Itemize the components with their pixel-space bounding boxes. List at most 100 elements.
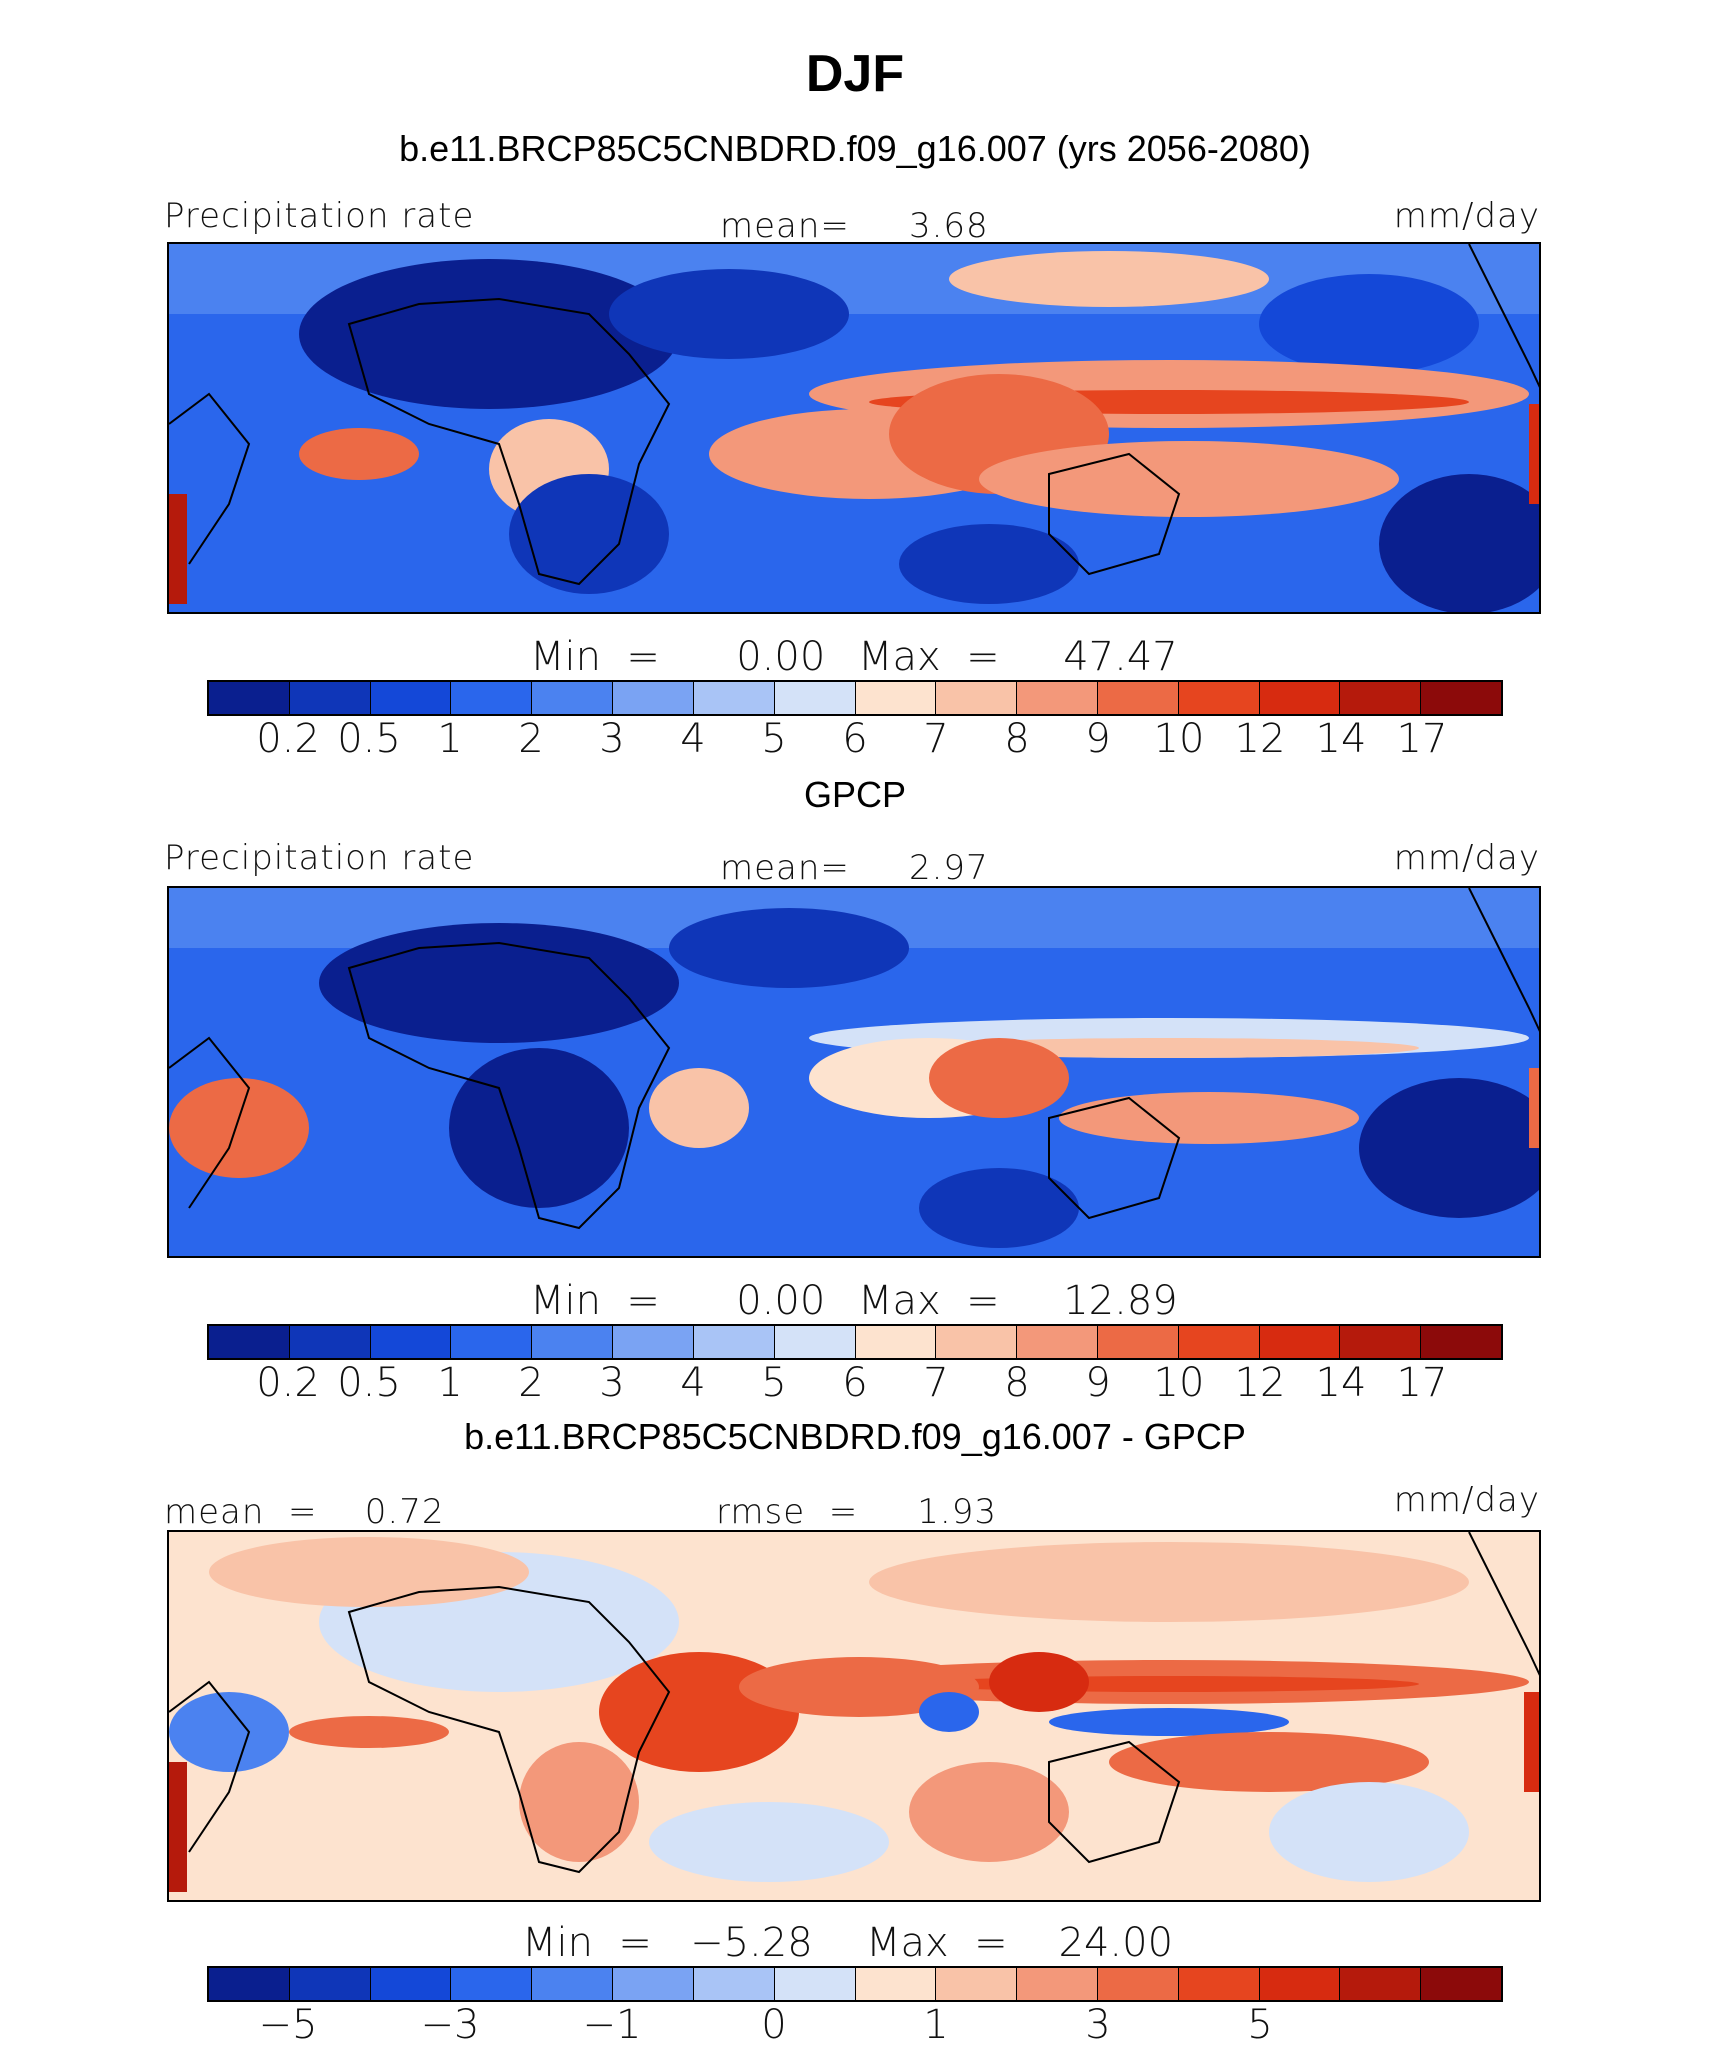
panel-2-colorbar-bin (1259, 1326, 1341, 1358)
panel-3-colorbar-bin (936, 1968, 1018, 2000)
panel-3-colorbar-bin (1097, 1968, 1179, 2000)
panel-1-colorbar-tick-label: 14 (1315, 716, 1367, 762)
panel-3-colorbar-bin (1421, 1968, 1501, 2000)
panel-1-variable-label: Precipitation rate (164, 196, 475, 236)
panel-2-colorbar-bin (936, 1326, 1018, 1358)
panel-3-colorbar (207, 1966, 1503, 2002)
panel-3-subtitle: b.e11.BRCP85C5CNBDRD.f09_g16.007 - GPCP (464, 1416, 1246, 1457)
panel-3-colorbar-bin (1259, 1968, 1341, 2000)
panel-1-colorbar-tick-label: 0.2 (256, 716, 320, 762)
panel-1-colorbar-bin (209, 682, 290, 714)
panel-3-colorbar-bin (289, 1968, 371, 2000)
panel-3-colorbar-ticks: −5 −3 −1 0 1 3 5 (0, 2002, 1710, 2050)
panel-3-colorbar-bin (613, 1968, 694, 2000)
panel-3-colorbar-bin (1017, 1968, 1098, 2000)
panel-2-colorbar (207, 1324, 1503, 1360)
panel-1-colorbar-tick-label: 6 (842, 716, 868, 762)
panel-2-colorbar-tick-label: 6 (842, 1360, 868, 1406)
panel-1-colorbar-tick-label: 8 (1004, 716, 1030, 762)
panel-3-colorbar-bin (693, 1968, 775, 2000)
panel-1-colorbar-tick-label: 3 (599, 716, 625, 762)
panel-3-colorbar-bin (370, 1968, 452, 2000)
panel-3-rmse-label: rmse = 1.93 (716, 1492, 997, 1532)
panel-1-colorbar-bin (774, 682, 856, 714)
panel-2-colorbar-bin (1421, 1326, 1501, 1358)
panel-2-colorbar-ticks: 0.2 0.5 1 2 3 4 5 6 7 8 9 10 12 14 17 (0, 1360, 1710, 1408)
panel-2-colorbar-bin (209, 1326, 290, 1358)
panel-2-colorbar-tick-label: 7 (923, 1360, 949, 1406)
panel-2-colorbar-bin (1340, 1326, 1422, 1358)
panel-2-colorbar-tick-label: 5 (761, 1360, 787, 1406)
panel-3-colorbar-bin (774, 1968, 856, 2000)
panel-1-colorbar-tick-label: 2 (518, 716, 544, 762)
panel-3-colorbar-tick-label: −5 (258, 2002, 318, 2048)
panel-1-colorbar-bin (532, 682, 614, 714)
panel-2-map (167, 886, 1541, 1258)
panel-1-colorbar-bin (1178, 682, 1260, 714)
panel-1-colorbar-bin (370, 682, 452, 714)
panel-1-colorbar-bin (289, 682, 371, 714)
panel-1-colorbar-bin (1421, 682, 1501, 714)
panel-2-colorbar-tick-label: 0.2 (256, 1360, 320, 1406)
panel-2-colorbar-tick-label: 10 (1153, 1360, 1205, 1406)
panel-3-colorbar-bin (209, 1968, 290, 2000)
panel-2-colorbar-bin (693, 1326, 775, 1358)
panel-1-colorbar-tick-label: 0.5 (337, 716, 401, 762)
panel-2-colorbar-bin (451, 1326, 533, 1358)
panel-3-mean-label: mean = 0.72 (164, 1492, 445, 1532)
panel-1-min-label: Min = 0.00 (530, 634, 826, 680)
panel-2-colorbar-bin (613, 1326, 694, 1358)
panel-3-colorbar-tick-label: 1 (923, 2002, 949, 2048)
panel-2-colorbar-tick-label: 17 (1396, 1360, 1448, 1406)
panel-3-colorbar-bin (855, 1968, 937, 2000)
panel-3-min-label: Min = −5.28 (522, 1920, 813, 1966)
panel-3-colorbar-tick-label: 0 (761, 2002, 787, 2048)
panel-2-colorbar-tick-label: 0.5 (337, 1360, 401, 1406)
panel-2-colorbar-tick-label: 2 (518, 1360, 544, 1406)
panel-3-map (167, 1530, 1541, 1902)
panel-2-colorbar-tick-label: 3 (599, 1360, 625, 1406)
panel-2-max-label: Max = 12.89 (858, 1278, 1178, 1324)
panel-1-colorbar-tick-label: 5 (761, 716, 787, 762)
panel-3-colorbar-tick-label: −3 (420, 2002, 480, 2048)
panel-2-colorbar-bin (855, 1326, 937, 1358)
panel-1-colorbar-ticks: 0.2 0.5 1 2 3 4 5 6 7 8 9 10 12 14 17 (0, 716, 1710, 764)
panel-1-colorbar-tick-label: 10 (1153, 716, 1205, 762)
panel-1-colorbar-bin (451, 682, 533, 714)
panel-1-colorbar-tick-label: 17 (1396, 716, 1448, 762)
panel-1-dry-sahara (299, 259, 679, 409)
panel-1-max-label: Max = 47.47 (858, 634, 1178, 680)
panel-2-colorbar-tick-label: 12 (1234, 1360, 1286, 1406)
panel-1-units-label: mm/day (1393, 196, 1540, 236)
panel-2-colorbar-bin (774, 1326, 856, 1358)
panel-1-mean-label: mean= 3.68 (720, 206, 989, 246)
panel-3-colorbar-bin (1340, 1968, 1422, 2000)
panel-1-subtitle: b.e11.BRCP85C5CNBDRD.f09_g16.007 (yrs 20… (399, 128, 1311, 169)
panel-1-colorbar-bin (1097, 682, 1179, 714)
panel-1-colorbar-tick-label: 1 (437, 716, 463, 762)
panel-1-colorbar-bin (613, 682, 694, 714)
panel-1-map (167, 242, 1541, 614)
panel-1-colorbar-bin (1017, 682, 1098, 714)
panel-2-colorbar-tick-label: 14 (1315, 1360, 1367, 1406)
panel-2-colorbar-bin (1097, 1326, 1179, 1358)
panel-2-colorbar-tick-label: 9 (1085, 1360, 1111, 1406)
panel-2-subtitle: GPCP (803, 774, 907, 815)
panel-2-colorbar-bin (289, 1326, 371, 1358)
panel-1-colorbar-tick-label: 9 (1085, 716, 1111, 762)
panel-2-colorbar-bin (1017, 1326, 1098, 1358)
panel-1-colorbar-bin (693, 682, 775, 714)
panel-1-colorbar-bin (1340, 682, 1422, 714)
panel-2-colorbar-tick-label: 4 (680, 1360, 706, 1406)
panel-3-colorbar-tick-label: 5 (1247, 2002, 1273, 2048)
panel-3-colorbar-bin (1178, 1968, 1260, 2000)
panel-2-colorbar-bin (532, 1326, 614, 1358)
panel-1-colorbar-tick-label: 12 (1234, 716, 1286, 762)
panel-3-units-label: mm/day (1393, 1480, 1540, 1520)
panel-1-colorbar-tick-label: 7 (923, 716, 949, 762)
panel-2-colorbar-tick-label: 1 (437, 1360, 463, 1406)
figure-title: DJF (805, 45, 905, 103)
panel-2-min-label: Min = 0.00 (530, 1278, 826, 1324)
panel-2-mean-label: mean= 2.97 (720, 848, 989, 888)
panel-3-colorbar-bin (451, 1968, 533, 2000)
